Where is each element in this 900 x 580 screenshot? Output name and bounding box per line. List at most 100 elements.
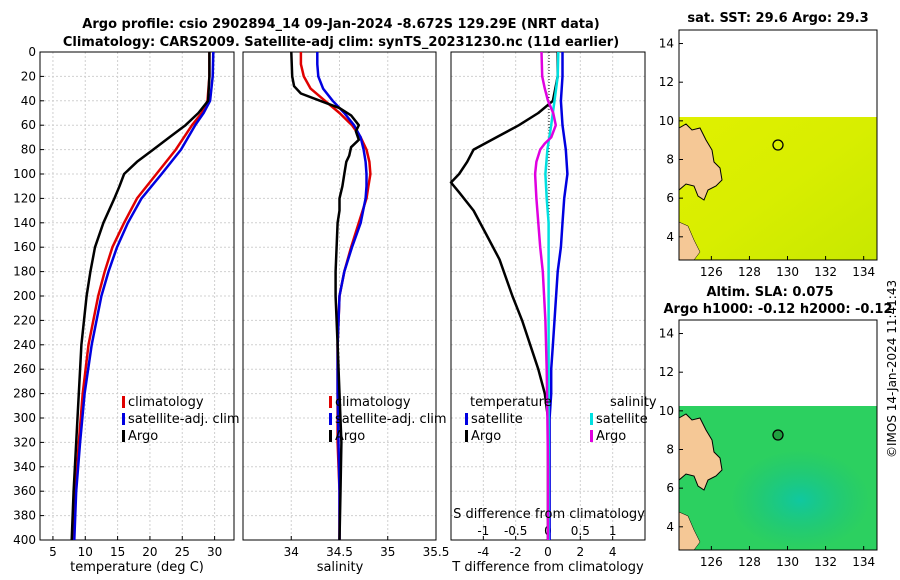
s-difference-xlabel: S difference from climatology (453, 507, 645, 522)
depth-tick-label: 120 (13, 191, 36, 205)
legend-s-satellite-swatch (590, 413, 593, 425)
x-tick-label: 35 (380, 545, 395, 559)
salinity-panel: 34 34.5 35 35.5 salinity climatology satell… (242, 51, 450, 575)
depth-tick-label: 280 (13, 387, 36, 401)
legend-salinity-title: salinity (610, 395, 657, 410)
legend-t-satellite-swatch (465, 413, 468, 425)
s-diff-tick-label: -1 (477, 524, 489, 538)
difference-panel: -4 -2 0 2 4 -1 -0.5 0 0.5 1 T difference from cl… (449, 51, 657, 575)
depth-tick-label: 40 (21, 94, 36, 108)
legend-s-satellite-label: satellite (596, 412, 648, 427)
t-difference-xlabel: T difference from climatology (451, 560, 644, 575)
x-tick-label: 35.5 (423, 545, 450, 559)
map-lon-tick-label: 132 (814, 555, 837, 569)
legend-argo-swatch (329, 430, 332, 442)
legend-climatology-label: climatology (128, 395, 204, 410)
map-lon-tick-label: 128 (738, 555, 761, 569)
depth-tick-label: 360 (13, 484, 36, 498)
salinity-xlabel: salinity (317, 560, 364, 575)
map-lon-tick-label: 130 (776, 265, 799, 279)
sst-map-title: sat. SST: 29.6 Argo: 29.3 (687, 11, 868, 26)
s-diff-tick-label: 1 (609, 524, 617, 538)
series-line-climatology (72, 52, 211, 541)
x-tick-label: 20 (142, 545, 157, 559)
depth-tick-label: 200 (13, 289, 36, 303)
depth-tick-label: 80 (21, 143, 36, 157)
difference-legend: temperature satellite Argo salinity sate… (465, 395, 657, 444)
depth-tick-label: 100 (13, 167, 36, 181)
temperature-xlabel: temperature (deg C) (70, 560, 204, 575)
legend-climatology-label: climatology (335, 395, 411, 410)
x-tick-label: 25 (175, 545, 190, 559)
series-line-argo (70, 52, 211, 541)
sst-map: sat. SST: 29.6 Argo: 29.3 126 128 130 132 13… (659, 11, 878, 279)
legend-satellite-swatch (122, 413, 125, 425)
map-lon-tick-label: 126 (700, 265, 723, 279)
salinity-legend: climatology satellite-adj. clim Argo (329, 395, 447, 444)
x-tick-label: -4 (477, 545, 489, 559)
series-line-salinity-argo (533, 51, 558, 540)
x-tick-label: 30 (207, 545, 222, 559)
legend-t-argo-label: Argo (471, 429, 501, 444)
map-lat-tick-label: 14 (659, 327, 674, 341)
map-lat-tick-label: 6 (666, 191, 674, 205)
temperature-legend: climatology satellite-adj. clim Argo (122, 395, 240, 444)
legend-t-argo-swatch (465, 430, 468, 442)
legend-climatology-swatch (329, 396, 332, 408)
x-tick-label: 4 (609, 545, 617, 559)
x-tick-label: 2 (577, 545, 585, 559)
depth-tick-label: 300 (13, 411, 36, 425)
depth-tick-label: 60 (21, 118, 36, 132)
map-lat-tick-label: 6 (666, 481, 674, 495)
legend-climatology-swatch (122, 396, 125, 408)
depth-tick-label: 240 (13, 338, 36, 352)
series-line-temperature-argo (449, 52, 559, 540)
depth-tick-label: 20 (21, 69, 36, 83)
sst-land-timor (678, 123, 723, 201)
x-tick-label: 15 (110, 545, 125, 559)
sla-argo-marker (772, 429, 784, 441)
map-lon-tick-label: 128 (738, 265, 761, 279)
depth-tick-label: 380 (13, 509, 36, 523)
depth-tick-label: 140 (13, 216, 36, 230)
map-lat-tick-label: 12 (659, 75, 674, 89)
map-lat-tick-label: 4 (666, 520, 674, 534)
depth-tick-label: 180 (13, 265, 36, 279)
map-lat-tick-label: 14 (659, 37, 674, 51)
depth-tick-label: 220 (13, 313, 36, 327)
depth-tick-label: 160 (13, 240, 36, 254)
sla-map: Altim. SLA: 0.075 Argo h1000: -0.12 h200… (659, 285, 893, 569)
x-tick-label: 34.5 (326, 545, 353, 559)
legend-argo-label: Argo (335, 429, 365, 444)
sla-map-frame (678, 319, 878, 551)
s-diff-tick-label: -0.5 (504, 524, 527, 538)
legend-argo-label: Argo (128, 429, 158, 444)
map-lon-tick-label: 130 (776, 555, 799, 569)
depth-tick-label: 320 (13, 435, 36, 449)
legend-satellite-swatch (329, 413, 332, 425)
x-tick-label: -2 (510, 545, 522, 559)
sst-argo-marker (772, 139, 784, 151)
sla-high-anomaly (730, 450, 870, 550)
series-line-argo (290, 51, 361, 541)
legend-satellite-label: satellite-adj. clim (335, 412, 447, 427)
legend-s-argo-swatch (590, 430, 593, 442)
series-line-satellite-adj-clim (73, 51, 215, 541)
legend-temperature-title: temperature (470, 395, 552, 410)
sst-map-frame (678, 29, 878, 261)
map-lat-tick-label: 8 (666, 152, 674, 166)
depth-tick-label: 0 (28, 45, 36, 59)
map-lon-tick-label: 132 (814, 265, 837, 279)
map-lat-tick-label: 10 (659, 404, 674, 418)
figure-title-line1: Argo profile: csio 2902894_14 09-Jan-202… (82, 17, 599, 32)
x-tick-label: 0 (544, 545, 552, 559)
credit-text: ©IMOS 14-Jan-2024 11:41:43 (885, 280, 899, 458)
temperature-panel: 0 20 40 60 80 100 120 140 160 180 200 220 240 260 280 3… (13, 45, 240, 575)
legend-t-satellite-label: satellite (471, 412, 523, 427)
x-tick-label: 34 (284, 545, 299, 559)
map-lat-tick-label: 10 (659, 114, 674, 128)
x-tick-label: 5 (49, 545, 57, 559)
sla-land-timor (678, 413, 723, 491)
sla-map-title-line2: Argo h1000: -0.12 h2000: -0.12 (663, 302, 892, 317)
